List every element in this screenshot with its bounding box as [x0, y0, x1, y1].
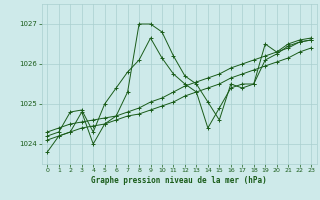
X-axis label: Graphe pression niveau de la mer (hPa): Graphe pression niveau de la mer (hPa) [91, 176, 267, 185]
